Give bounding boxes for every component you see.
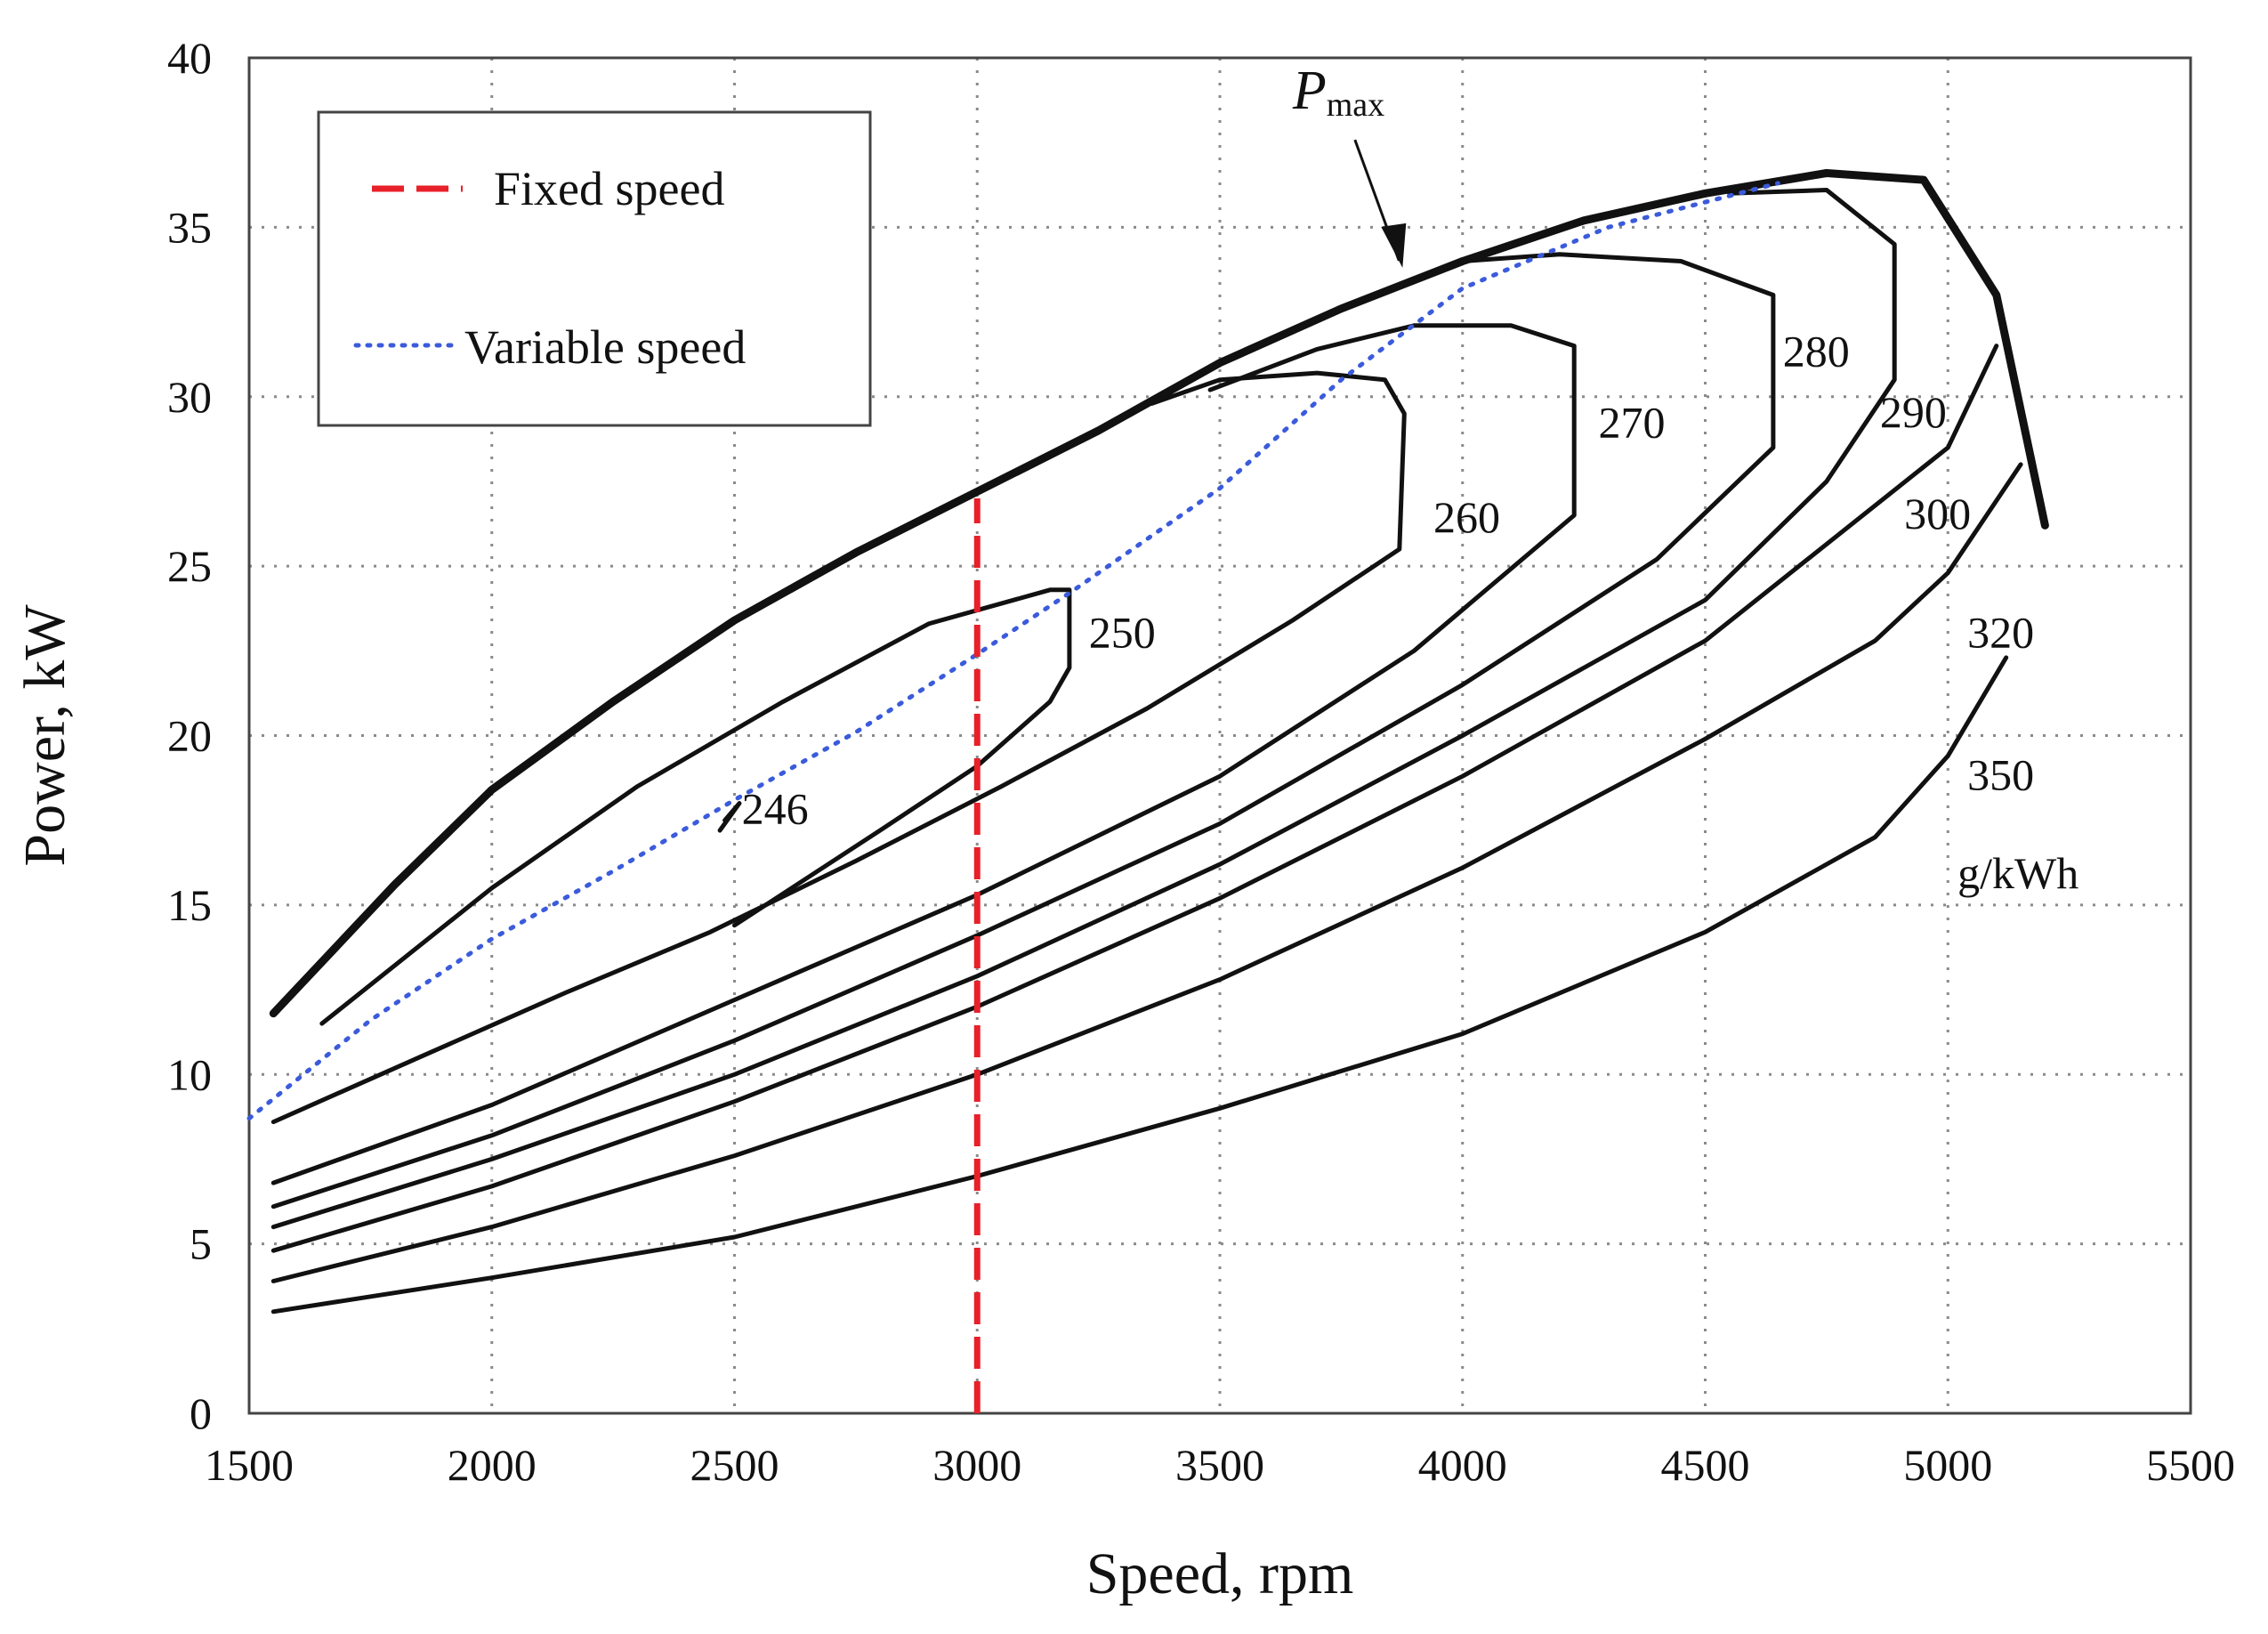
legend-box [317,110,872,427]
y-tick-label: 35 [167,202,212,252]
bsfc-contour-350 [270,655,2009,1314]
legend: Fixed speed Variable speed [317,110,872,427]
contour-label-290: 290 [1880,387,1947,437]
y-tick-label: 10 [167,1049,212,1099]
x-tick-label: 4500 [1661,1440,1750,1490]
y-tick-label: 25 [167,541,212,591]
bsfc-contour-300 [270,344,1999,1253]
x-tick-label: 3500 [1175,1440,1264,1490]
x-tick-label: 3000 [932,1440,1021,1490]
contour-label-270: 270 [1598,397,1665,447]
bsfc-contour-320 [270,462,2023,1283]
plot-frame [247,56,2192,1415]
x-tick-label: 5500 [2146,1440,2235,1490]
y-tick-label: 20 [167,711,212,761]
y-tick-label: 30 [167,372,212,422]
bsfc-contour-250 [319,587,1072,1026]
x-tick-label: 5000 [1903,1440,1992,1490]
bsfc-contour-270 [270,323,1577,1185]
max-power-curve [269,169,2049,1018]
x-axis-label: Speed, rpm [1086,1541,1354,1606]
x-tick-label: 2000 [448,1440,537,1490]
contour-label-320: 320 [1967,608,2034,658]
y-tick-label: 5 [190,1219,212,1269]
bsfc-contour-260 [270,370,1407,1125]
y-tick-label: 40 [167,33,212,83]
contour-curves [270,188,2023,1314]
y-tick-label: 15 [167,880,212,930]
y-axis-label: Power, kW [12,604,77,867]
legend-variable-speed-label: Variable speed [464,320,746,374]
contour-label-250: 250 [1089,608,1156,658]
contour-label-350: 350 [1967,749,2034,799]
bsfc-contour-280 [270,252,1776,1209]
x-tick-label: 4000 [1418,1440,1507,1490]
speed-series [246,181,1780,1413]
contour-label-260: 260 [1433,492,1500,542]
y-tick-label: 0 [190,1388,212,1438]
x-tick-label: 1500 [205,1440,294,1490]
curve-labels: 246 250 260 270 280 290 300 320 350 g/kWh [742,326,2079,897]
contour-label-280: 280 [1783,326,1850,376]
bsfc-contour-290 [270,188,1897,1230]
bsfc-contour-246 [717,801,742,833]
contour-label-300: 300 [1904,489,1971,538]
variable-speed-line [246,181,1780,1121]
tick-labels: 1500 2000 2500 3000 3500 4000 4500 5000 5500 0 5 10… [167,33,2235,1490]
contour-label-246: 246 [742,783,809,833]
legend-fixed-speed-label: Fixed speed [494,162,724,215]
contour-unit-label: g/kWh [1957,848,2078,898]
pmax-subscript: max [1327,86,1384,124]
pmax-arrowhead [1381,222,1407,268]
x-tick-label: 2500 [690,1440,779,1490]
